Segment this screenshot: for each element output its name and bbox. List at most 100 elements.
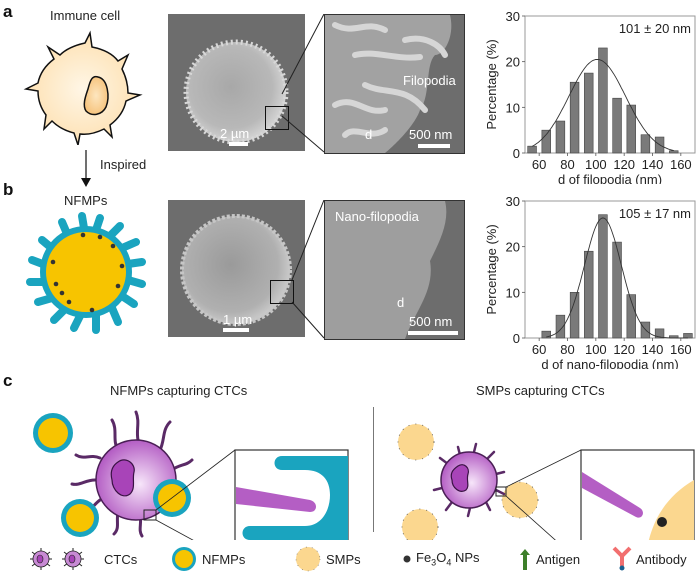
histogram-bar bbox=[584, 72, 594, 154]
immune-cell-title: Immune cell bbox=[50, 8, 121, 23]
sem-filopodia-graphic bbox=[325, 15, 452, 153]
y-tick-label: 0 bbox=[513, 146, 520, 161]
immune-cell-schematic bbox=[23, 30, 143, 145]
nfmps-capturing-title: NFMPs capturing CTCs bbox=[110, 383, 248, 398]
y-tick-label: 20 bbox=[506, 240, 520, 255]
inspired-arrow-icon bbox=[81, 150, 91, 187]
y-tick-label: 10 bbox=[506, 100, 520, 115]
histogram-bar bbox=[612, 97, 622, 154]
legend-label: Antibody bbox=[636, 551, 687, 567]
x-tick-label: 140 bbox=[642, 342, 664, 357]
inspired-label: Inspired bbox=[100, 157, 147, 172]
x-axis-label: d of nano-filopodia (nm) bbox=[541, 357, 678, 369]
sem-nano-filopodia-graphic bbox=[325, 201, 447, 339]
histogram-bar bbox=[598, 47, 608, 154]
nfmp-core bbox=[46, 232, 126, 312]
legend-label: SMPs bbox=[326, 551, 361, 567]
x-tick-label: 100 bbox=[585, 342, 607, 357]
x-tick-label: 160 bbox=[670, 157, 692, 172]
immune-cell-nucleus bbox=[83, 75, 109, 116]
histogram-bar bbox=[640, 134, 651, 154]
sem-filopodia-zoom-image: Filopodia d 500 nm bbox=[324, 14, 465, 154]
fe3o4-np-icon bbox=[403, 555, 411, 563]
fe3o4-np-dots bbox=[50, 232, 125, 313]
legend-label: CTCs bbox=[104, 551, 138, 567]
x-tick-label: 140 bbox=[642, 157, 664, 172]
histogram-bar bbox=[598, 214, 608, 339]
scale-bar-whole bbox=[229, 142, 248, 146]
nano-filopodia-diameter-label: d bbox=[397, 295, 405, 310]
sem-immune-cell-graphic bbox=[183, 39, 289, 145]
nano-filopodia-annotation: Nano-filopodia bbox=[335, 209, 419, 224]
legend-item-fe3o4: Fe3O4 NPs bbox=[402, 546, 480, 572]
nfmp-title: NFMPs bbox=[64, 193, 108, 208]
smp-zoom-inset bbox=[580, 449, 695, 540]
x-tick-label: 160 bbox=[670, 342, 692, 357]
nfmp-zoom-inset bbox=[234, 449, 349, 540]
nfmp-schematic bbox=[26, 212, 146, 334]
x-tick-label: 100 bbox=[585, 157, 607, 172]
panel-letter-c: c bbox=[3, 371, 13, 390]
histogram-bar bbox=[626, 104, 636, 154]
legend-item-nfmps: NFMPs bbox=[170, 546, 245, 572]
histogram-bar bbox=[612, 241, 622, 339]
y-axis-label: Percentage (%) bbox=[484, 224, 499, 314]
panel-letter-a: a bbox=[3, 2, 13, 21]
histogram-bar bbox=[569, 81, 580, 154]
histogram-bar bbox=[555, 120, 566, 154]
scale-bar-zoom bbox=[408, 331, 458, 335]
sem-nfmp-graphic bbox=[180, 214, 292, 326]
gaussian-fit-curve bbox=[531, 58, 674, 152]
x-tick-label: 120 bbox=[613, 342, 635, 357]
y-tick-label: 20 bbox=[506, 55, 520, 70]
legend-label: Fe3O4 NPs bbox=[416, 550, 480, 568]
zoom-region-box bbox=[495, 486, 507, 497]
plot-frame bbox=[524, 200, 696, 339]
scale-label-zoom: 500 nm bbox=[409, 314, 453, 329]
zoom-region-box bbox=[143, 509, 157, 521]
scale-bar-whole bbox=[223, 328, 249, 332]
nfmp-icon bbox=[172, 547, 196, 571]
antigen-icon bbox=[520, 549, 530, 570]
y-axis-label: Percentage (%) bbox=[484, 39, 499, 129]
x-tick-label: 80 bbox=[560, 342, 574, 357]
zoom-connector-lines bbox=[281, 14, 325, 153]
x-tick-label: 80 bbox=[560, 157, 574, 172]
ctc-right bbox=[432, 442, 506, 518]
filopodia-diameter-label: d bbox=[365, 127, 373, 142]
smps-capturing-title: SMPs capturing CTCs bbox=[476, 383, 605, 398]
legend-item-antigen: Antigen bbox=[518, 546, 580, 572]
immune-cell-body bbox=[23, 30, 143, 145]
histogram-bar bbox=[569, 292, 580, 339]
mean-sd-annotation: 105 ± 17 nm bbox=[619, 206, 691, 221]
gaussian-fit-curve bbox=[546, 217, 688, 339]
scale-bar-zoom bbox=[418, 144, 450, 148]
x-tick-label: 120 bbox=[613, 157, 635, 172]
zoom-region-box bbox=[270, 280, 294, 304]
sem-nano-filopodia-zoom-image: Nano-filopodia d 500 nm bbox=[324, 200, 465, 340]
legend-item-smps: SMPs bbox=[294, 546, 361, 572]
scale-label-zoom: 500 nm bbox=[409, 127, 453, 142]
x-axis-label: d of filopodia (nm) bbox=[558, 172, 662, 184]
panel-letter-b: b bbox=[3, 180, 14, 199]
histogram-bar bbox=[584, 250, 594, 339]
histogram-bar bbox=[527, 145, 537, 154]
nfmp-shell bbox=[26, 212, 146, 334]
x-tick-label: 60 bbox=[532, 157, 546, 172]
smp-icon bbox=[295, 546, 321, 572]
histogram-bar bbox=[669, 150, 679, 154]
sem-nfmp-image: 1 µm bbox=[168, 200, 305, 337]
legend-label: Antigen bbox=[536, 551, 581, 567]
y-tick-label: 0 bbox=[513, 331, 520, 346]
histogram-bar bbox=[555, 314, 566, 339]
histogram-bar bbox=[654, 328, 665, 339]
legend-label: NFMPs bbox=[202, 551, 246, 567]
ctc-icon bbox=[30, 548, 84, 570]
scale-label-whole: 2 µm bbox=[220, 126, 250, 141]
histogram-bar bbox=[541, 129, 551, 154]
panel-c-illustration bbox=[33, 410, 695, 540]
y-tick-label: 10 bbox=[506, 285, 520, 300]
x-tick-label: 60 bbox=[532, 342, 546, 357]
y-tick-label: 30 bbox=[506, 194, 520, 209]
